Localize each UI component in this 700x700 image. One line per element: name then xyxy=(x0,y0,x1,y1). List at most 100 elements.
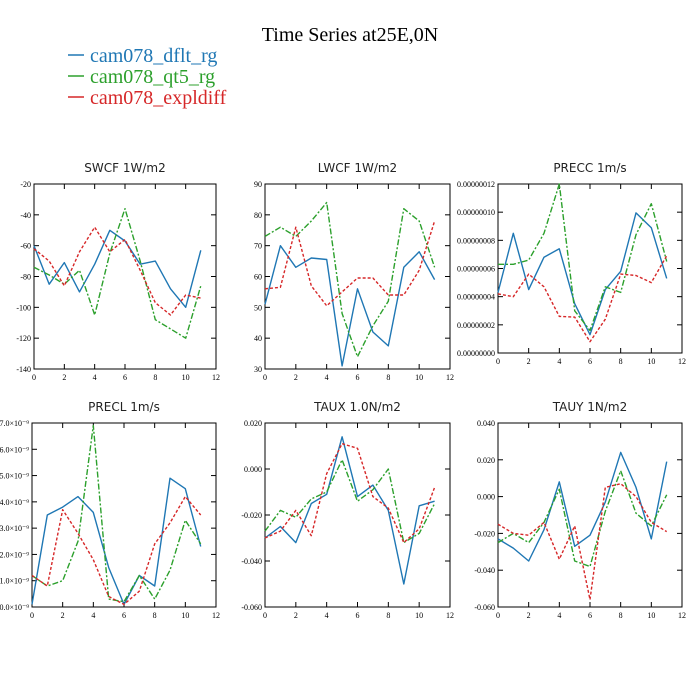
series-line xyxy=(497,212,668,336)
panels: SWCF 1W/m2 -140 -120 -100 -80 -60 -40 -20 0 2 4 6 8 1… xyxy=(0,161,686,620)
x-tick-label: 4 xyxy=(325,611,329,620)
x-tick-label: 10 xyxy=(415,373,423,382)
chart-panel: TAUX 1.0N/m2 -0.060 -0.040 -0.020 0.000 0.020… xyxy=(241,400,454,620)
y-tick-label: 6.0×10⁻⁹ xyxy=(0,445,29,454)
x-tick-label: 10 xyxy=(182,373,190,382)
series-line xyxy=(31,424,202,603)
x-tick-label: 8 xyxy=(386,611,390,620)
chart-panel: LWCF 1W/m2 30 40 50 60 70 80 90 0 2 4 6 8 10 12 xyxy=(254,161,454,382)
chart-panel: PRECL 1m/s 0.0×10⁻⁹ 1.0×10⁻⁹ 2.0×10⁻⁹ 3.0×10… xyxy=(0,400,220,620)
x-tick-label: 10 xyxy=(647,357,655,366)
x-tick-label: 2 xyxy=(527,611,531,620)
y-tick-label: 0.00000012 xyxy=(457,180,495,189)
y-tick-label: 90 xyxy=(254,180,262,189)
y-tick-label: 0.0×10⁻⁹ xyxy=(0,603,29,612)
y-tick-label: 40 xyxy=(254,334,262,343)
x-tick-label: 0 xyxy=(263,373,267,382)
y-tick-label: 0.020 xyxy=(244,419,262,428)
y-tick-label: -0.040 xyxy=(474,566,495,575)
panel-title: PRECL 1m/s xyxy=(88,400,160,414)
series-line xyxy=(31,477,202,606)
y-tick-label: 0.00000010 xyxy=(457,208,495,217)
y-tick-label: 70 xyxy=(254,242,262,251)
x-tick-label: 2 xyxy=(294,611,298,620)
legend-label: cam078_dflt_rg xyxy=(90,45,217,67)
panel-title: PRECC 1m/s xyxy=(553,161,626,175)
chart-panel: SWCF 1W/m2 -140 -120 -100 -80 -60 -40 -20 0 2 4 6 8 1… xyxy=(16,161,220,382)
x-tick-label: 12 xyxy=(212,373,220,382)
y-tick-label: -40 xyxy=(20,211,31,220)
x-tick-label: 0 xyxy=(32,373,36,382)
series-line xyxy=(33,207,202,339)
x-tick-label: 12 xyxy=(678,611,686,620)
x-tick-label: 0 xyxy=(496,357,500,366)
x-tick-label: 0 xyxy=(496,611,500,620)
legend-item: cam078_expldiff xyxy=(68,87,227,109)
series-line xyxy=(264,201,436,358)
plot-frame xyxy=(497,422,683,608)
panel-title: TAUX 1.0N/m2 xyxy=(313,400,401,414)
series-line xyxy=(264,436,435,585)
x-tick-label: 4 xyxy=(91,611,95,620)
y-tick-label: 0.00000000 xyxy=(457,349,495,358)
x-tick-label: 2 xyxy=(527,357,531,366)
chart-panel: TAUY 1N/m2 -0.060 -0.040 -0.020 0.000 0.020 0.… xyxy=(474,400,686,620)
x-tick-label: 4 xyxy=(325,373,329,382)
y-tick-label: 7.0×10⁻⁹ xyxy=(0,419,29,428)
x-tick-label: 12 xyxy=(446,373,454,382)
series-line xyxy=(264,459,436,544)
y-tick-label: -0.040 xyxy=(241,557,262,566)
y-tick-label: -140 xyxy=(16,365,31,374)
legend-label: cam078_expldiff xyxy=(90,87,227,109)
y-tick-label: 0.040 xyxy=(477,419,495,428)
x-tick-label: 8 xyxy=(153,373,157,382)
x-tick-label: 6 xyxy=(356,373,360,382)
x-tick-label: 10 xyxy=(415,611,423,620)
chart-panel: PRECC 1m/s 0.00000000 0.00000002 0.00000004… xyxy=(457,161,686,366)
series-line xyxy=(264,443,436,544)
plot-frame xyxy=(264,183,451,370)
x-tick-label: 6 xyxy=(123,373,127,382)
x-tick-label: 2 xyxy=(62,373,66,382)
panel-title: LWCF 1W/m2 xyxy=(318,161,397,175)
y-tick-label: 30 xyxy=(254,365,262,374)
series-line xyxy=(498,183,668,332)
series-line xyxy=(497,470,668,568)
y-tick-label: 1.0×10⁻⁹ xyxy=(0,577,29,586)
y-tick-label: -60 xyxy=(20,242,31,251)
x-tick-label: 4 xyxy=(557,611,561,620)
y-tick-label: 60 xyxy=(254,273,262,282)
plot-frame xyxy=(497,183,683,354)
y-tick-label: 80 xyxy=(254,211,262,220)
x-tick-label: 4 xyxy=(93,373,97,382)
figure-title: Time Series at25E,0N xyxy=(262,24,438,46)
y-tick-label: -100 xyxy=(16,303,31,312)
y-tick-label: -0.020 xyxy=(474,529,495,538)
series-line xyxy=(264,220,436,307)
y-tick-label: 2.0×10⁻⁹ xyxy=(0,550,29,559)
x-tick-label: 6 xyxy=(356,611,360,620)
x-tick-label: 8 xyxy=(153,611,157,620)
x-tick-label: 12 xyxy=(212,611,220,620)
y-tick-label: 50 xyxy=(254,303,262,312)
legend-item: cam078_qt5_rg xyxy=(68,66,215,88)
y-tick-label: 0.00000004 xyxy=(457,293,495,302)
y-tick-label: 3.0×10⁻⁹ xyxy=(0,524,29,533)
series-line xyxy=(497,483,668,601)
x-tick-label: 0 xyxy=(263,611,267,620)
y-tick-label: -20 xyxy=(20,180,31,189)
y-tick-label: 0.00000008 xyxy=(457,236,495,245)
series-line xyxy=(33,226,201,316)
x-tick-label: 8 xyxy=(386,373,390,382)
series-line xyxy=(497,255,668,343)
x-tick-label: 12 xyxy=(446,611,454,620)
x-tick-label: 6 xyxy=(122,611,126,620)
series-line xyxy=(33,229,202,308)
y-tick-label: 0.00000006 xyxy=(457,265,495,274)
y-tick-label: -0.060 xyxy=(241,603,262,612)
x-tick-label: 4 xyxy=(557,357,561,366)
y-tick-label: 0.000 xyxy=(477,493,495,502)
legend-item: cam078_dflt_rg xyxy=(68,45,217,67)
x-tick-label: 6 xyxy=(588,611,592,620)
legend-label: cam078_qt5_rg xyxy=(90,66,215,88)
